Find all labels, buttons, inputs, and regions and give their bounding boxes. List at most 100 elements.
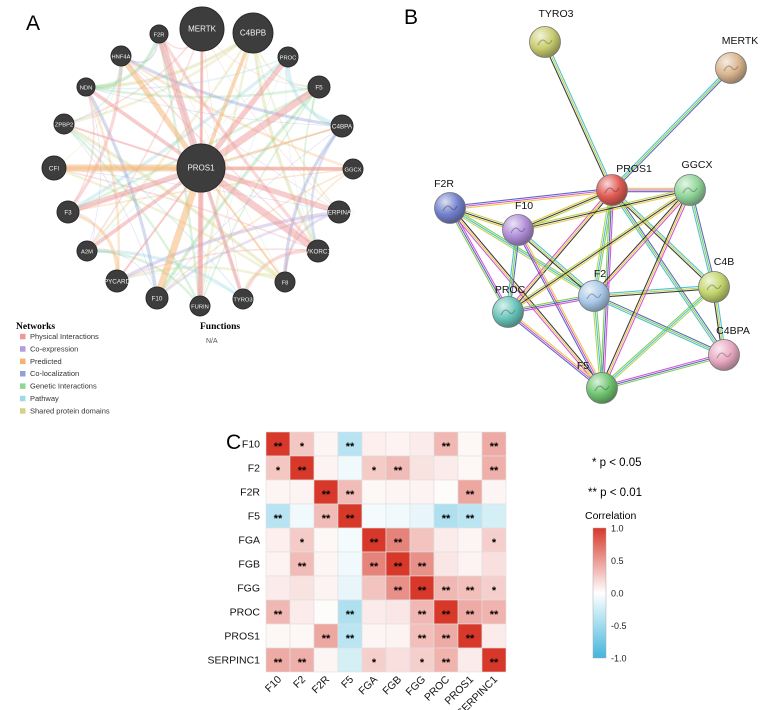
heatmap-col-label: FGA xyxy=(356,674,380,698)
heatmap-cell xyxy=(457,431,483,457)
svg-text:Genetic Interactions: Genetic Interactions xyxy=(30,382,97,391)
svg-text:C4B: C4B xyxy=(714,256,734,268)
heatmap-cell xyxy=(289,455,315,481)
heatmap-cell xyxy=(433,575,459,601)
heatmap-row-label: FGG xyxy=(237,583,260,595)
heatmap-cell xyxy=(289,599,315,625)
network-node-HNF4A: HNF4A xyxy=(110,45,132,67)
heatmap-col-label: FGG xyxy=(404,674,429,699)
legend-swatch xyxy=(20,346,26,352)
heatmap-cell xyxy=(361,455,387,481)
network-node-F3: F3 xyxy=(56,200,80,224)
heatmap-cell xyxy=(361,527,387,553)
heatmap-cell xyxy=(313,575,339,601)
heatmap-col-label: PROS1 xyxy=(442,674,476,708)
heatmap-cell xyxy=(361,503,387,529)
significance-note-p05: * p < 0.05 xyxy=(592,457,642,469)
heatmap-col-label: PROC xyxy=(422,673,452,703)
heatmap-cell xyxy=(481,455,507,481)
colorbar-title: Correlation xyxy=(585,510,637,522)
heatmap-cell xyxy=(433,479,459,505)
heatmap-col-label: F5 xyxy=(339,674,356,691)
heatmap-cell xyxy=(313,599,339,625)
string-node-F10: F10 xyxy=(502,200,534,246)
networks-legend-title: Networks xyxy=(16,322,55,332)
legend-swatch xyxy=(20,408,26,414)
heatmap-cell xyxy=(337,575,363,601)
heatmap-cell xyxy=(385,623,411,649)
colorbar-tick-label: -1.0 xyxy=(611,654,627,664)
network-legend-item: Co-localization xyxy=(20,369,79,378)
network-node-C4BPA: C4BPA xyxy=(330,114,354,138)
heatmap-cell xyxy=(481,575,507,601)
heatmap-cell xyxy=(289,575,315,601)
heatmap-cell xyxy=(409,431,435,457)
svg-text:MERTK: MERTK xyxy=(722,35,759,47)
network-legend-item: Genetic Interactions xyxy=(20,382,97,391)
string-node-C4BPA: C4BPA xyxy=(708,325,750,371)
heatmap-cell xyxy=(289,479,315,505)
legend-swatch xyxy=(20,333,26,340)
heatmap-cell xyxy=(409,575,435,601)
panel-b-label: B xyxy=(404,6,418,29)
heatmap-cell xyxy=(481,503,507,529)
functions-na-value: N/A xyxy=(206,338,218,345)
network-node-PYCARD: PYCARD xyxy=(104,269,131,293)
heatmap-cell xyxy=(361,647,387,673)
network-node-GGCX: GGCX xyxy=(342,158,364,180)
panel-a-edges xyxy=(53,28,354,307)
heatmap-row-label: SERPINC1 xyxy=(207,655,260,667)
panel-c-label: C xyxy=(226,431,241,454)
heatmap-cell xyxy=(481,551,507,577)
heatmap-cell xyxy=(361,623,387,649)
heatmap-cell xyxy=(457,455,483,481)
heatmap-cell xyxy=(361,575,387,601)
functions-legend-title: Functions xyxy=(200,322,240,332)
colorbar-tick-label: -0.5 xyxy=(611,621,627,631)
svg-text:Shared protein domains: Shared protein domains xyxy=(30,406,110,415)
panel-a-label: A xyxy=(26,12,40,35)
heatmap-cell xyxy=(385,455,411,481)
heatmap-cell xyxy=(457,623,483,649)
heatmap-cell xyxy=(385,503,411,529)
heatmap-cell xyxy=(361,599,387,625)
heatmap-cell xyxy=(433,647,459,673)
network-legend-item: Co-expression xyxy=(20,344,78,353)
heatmap-cell xyxy=(337,599,363,625)
string-node-C4B: C4B xyxy=(698,256,734,303)
heatmap-cell xyxy=(313,647,339,673)
heatmap-cell xyxy=(409,599,435,625)
significance-note-p01: ** p < 0.01 xyxy=(588,487,642,499)
legend-swatch xyxy=(20,383,26,389)
heatmap-cell xyxy=(409,527,435,553)
string-node-F2: F2 xyxy=(578,268,610,312)
heatmap-cell xyxy=(433,599,459,625)
svg-text:Predicted: Predicted xyxy=(30,357,62,366)
network-legend-item: Pathway xyxy=(20,394,59,403)
heatmap-cell xyxy=(337,527,363,553)
heatmap-cell xyxy=(457,599,483,625)
network-node-FURIN: FURIN xyxy=(189,295,211,317)
heatmap-cell xyxy=(433,551,459,577)
svg-text:F2R: F2R xyxy=(434,178,454,190)
heatmap-cell xyxy=(313,503,339,529)
heatmap-cell xyxy=(385,575,411,601)
heatmap-cell xyxy=(385,527,411,553)
heatmap-cell xyxy=(265,455,291,481)
heatmap-row-label: F2 xyxy=(248,463,260,475)
heatmap-cell xyxy=(289,503,315,529)
heatmap-cell xyxy=(337,503,363,529)
colorbar-tick-label: 1.0 xyxy=(611,524,624,534)
heatmap-cell xyxy=(265,527,291,553)
network-legend-item: Physical Interactions xyxy=(20,332,99,341)
heatmap-cell xyxy=(457,575,483,601)
svg-text:Co-expression: Co-expression xyxy=(30,344,78,353)
heatmap-cell xyxy=(433,455,459,481)
heatmap-cell xyxy=(409,455,435,481)
heatmap-cell xyxy=(313,455,339,481)
heatmap-cell xyxy=(481,623,507,649)
network-legend-item: Shared protein domains xyxy=(20,406,110,415)
legend-swatch xyxy=(20,371,26,377)
string-node-F2R: F2R xyxy=(434,178,466,224)
